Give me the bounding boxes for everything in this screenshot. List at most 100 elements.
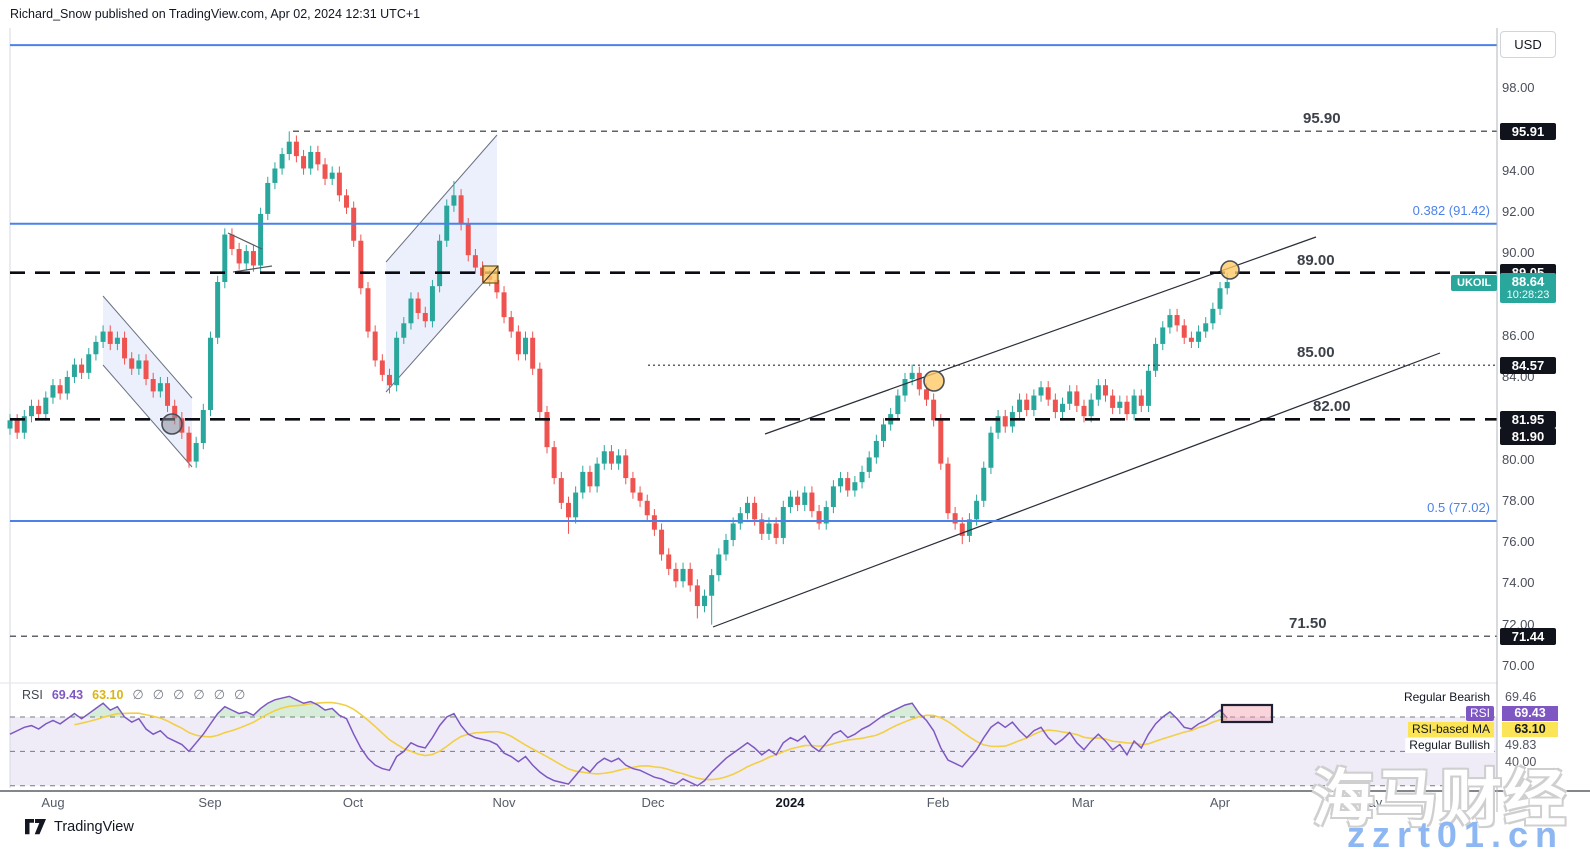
candle <box>1117 401 1123 408</box>
order-block-diagonal <box>482 265 499 284</box>
candle <box>429 286 435 322</box>
candle <box>637 492 643 501</box>
candle <box>551 447 557 479</box>
candle <box>694 585 700 607</box>
candle <box>1081 405 1087 417</box>
rsi-ma-line <box>74 701 1228 781</box>
level-label-0.5 (77.02): 0.5 (77.02) <box>1427 500 1490 516</box>
candle <box>508 317 514 332</box>
hidden-plot-icons: ∅ ∅ ∅ ∅ ∅ ∅ <box>132 687 245 703</box>
candle <box>365 288 371 332</box>
time-label-2024: 2024 <box>775 795 805 810</box>
candle <box>1088 399 1094 417</box>
gray-circle-marker <box>161 413 183 435</box>
candle <box>594 463 600 487</box>
candle <box>401 323 407 338</box>
candle <box>780 506 786 538</box>
rsi-legend[interactable]: RSI 69.43 63.10 ∅ ∅ ∅ ∅ ∅ ∅ <box>22 687 245 703</box>
candle <box>1224 282 1230 289</box>
candle <box>28 405 34 417</box>
candle <box>1167 315 1173 328</box>
candle <box>744 502 750 514</box>
candle <box>1102 385 1108 396</box>
candle <box>787 496 793 507</box>
candle <box>14 420 20 433</box>
level-label-95.90: 95.90 <box>1303 110 1341 128</box>
candle <box>852 482 858 491</box>
rsi-overbought-fill <box>881 703 923 717</box>
candle <box>193 443 199 462</box>
candle <box>1045 387 1051 400</box>
candle <box>1160 327 1166 344</box>
candle <box>759 519 765 534</box>
candle <box>931 399 937 421</box>
candle <box>501 292 507 318</box>
candle <box>923 389 929 400</box>
candle <box>995 416 1001 433</box>
candle <box>816 511 822 524</box>
rsi-axis-value: 69.46 <box>1505 690 1537 704</box>
price-level-label: 84.57 <box>1500 356 1556 374</box>
candle <box>1153 343 1159 371</box>
candle <box>580 471 586 493</box>
candle <box>43 397 49 415</box>
candle <box>150 379 156 392</box>
candle <box>709 575 715 596</box>
candle <box>608 451 614 464</box>
candle <box>881 424 887 441</box>
rsi-ma-legend-value: 63.10 <box>92 688 124 702</box>
candle <box>157 383 163 392</box>
currency-axis-button[interactable]: USD <box>1500 31 1556 58</box>
bar-countdown: 10:28:23 <box>1506 289 1550 301</box>
candle <box>988 432 994 468</box>
candle <box>795 496 801 505</box>
candle <box>136 360 142 369</box>
candle <box>71 364 77 377</box>
rsi-overbought-fill <box>83 703 125 717</box>
price-tick: 78.00 <box>1502 492 1535 508</box>
candle <box>974 500 980 520</box>
price-tick: 92.00 <box>1502 203 1535 219</box>
candle <box>386 374 392 386</box>
candle <box>530 337 536 369</box>
candle <box>336 172 342 196</box>
candle <box>122 337 128 359</box>
rsi-pane-label-regular-bearish: Regular Bearish <box>1399 690 1494 705</box>
candle <box>1196 331 1202 342</box>
candle <box>465 224 471 256</box>
candle <box>1002 416 1008 427</box>
candle <box>1131 395 1137 415</box>
candle <box>830 486 836 507</box>
price-level-label: 95.91 <box>1500 122 1556 140</box>
candle <box>981 467 987 501</box>
candle <box>165 383 171 406</box>
candle <box>587 471 593 487</box>
candle <box>802 492 808 505</box>
tradingview-logo[interactable]: TradingView <box>25 819 134 835</box>
candle <box>1017 399 1023 413</box>
candle <box>838 478 844 487</box>
candle <box>1052 399 1058 413</box>
time-label-Nov: Nov <box>492 795 516 810</box>
candle <box>372 331 378 361</box>
candle <box>236 248 242 264</box>
candle <box>415 298 421 313</box>
rsi-pane-label-rsi: RSI <box>1465 706 1494 721</box>
rsi-overbought-fill <box>215 696 343 717</box>
candle <box>723 540 729 555</box>
price-tick: 74.00 <box>1502 575 1535 591</box>
price-tick: 86.00 <box>1502 327 1535 343</box>
candle <box>107 331 113 344</box>
candle <box>558 478 564 503</box>
candle <box>64 376 70 394</box>
candle <box>730 523 736 541</box>
candle <box>265 182 271 214</box>
candle <box>966 519 972 536</box>
tradingview-logo-text: TradingView <box>54 819 134 835</box>
candle <box>114 337 120 344</box>
candle <box>752 502 758 520</box>
hidden-plot-icon: ∅ <box>213 687 226 702</box>
candle <box>873 440 879 458</box>
